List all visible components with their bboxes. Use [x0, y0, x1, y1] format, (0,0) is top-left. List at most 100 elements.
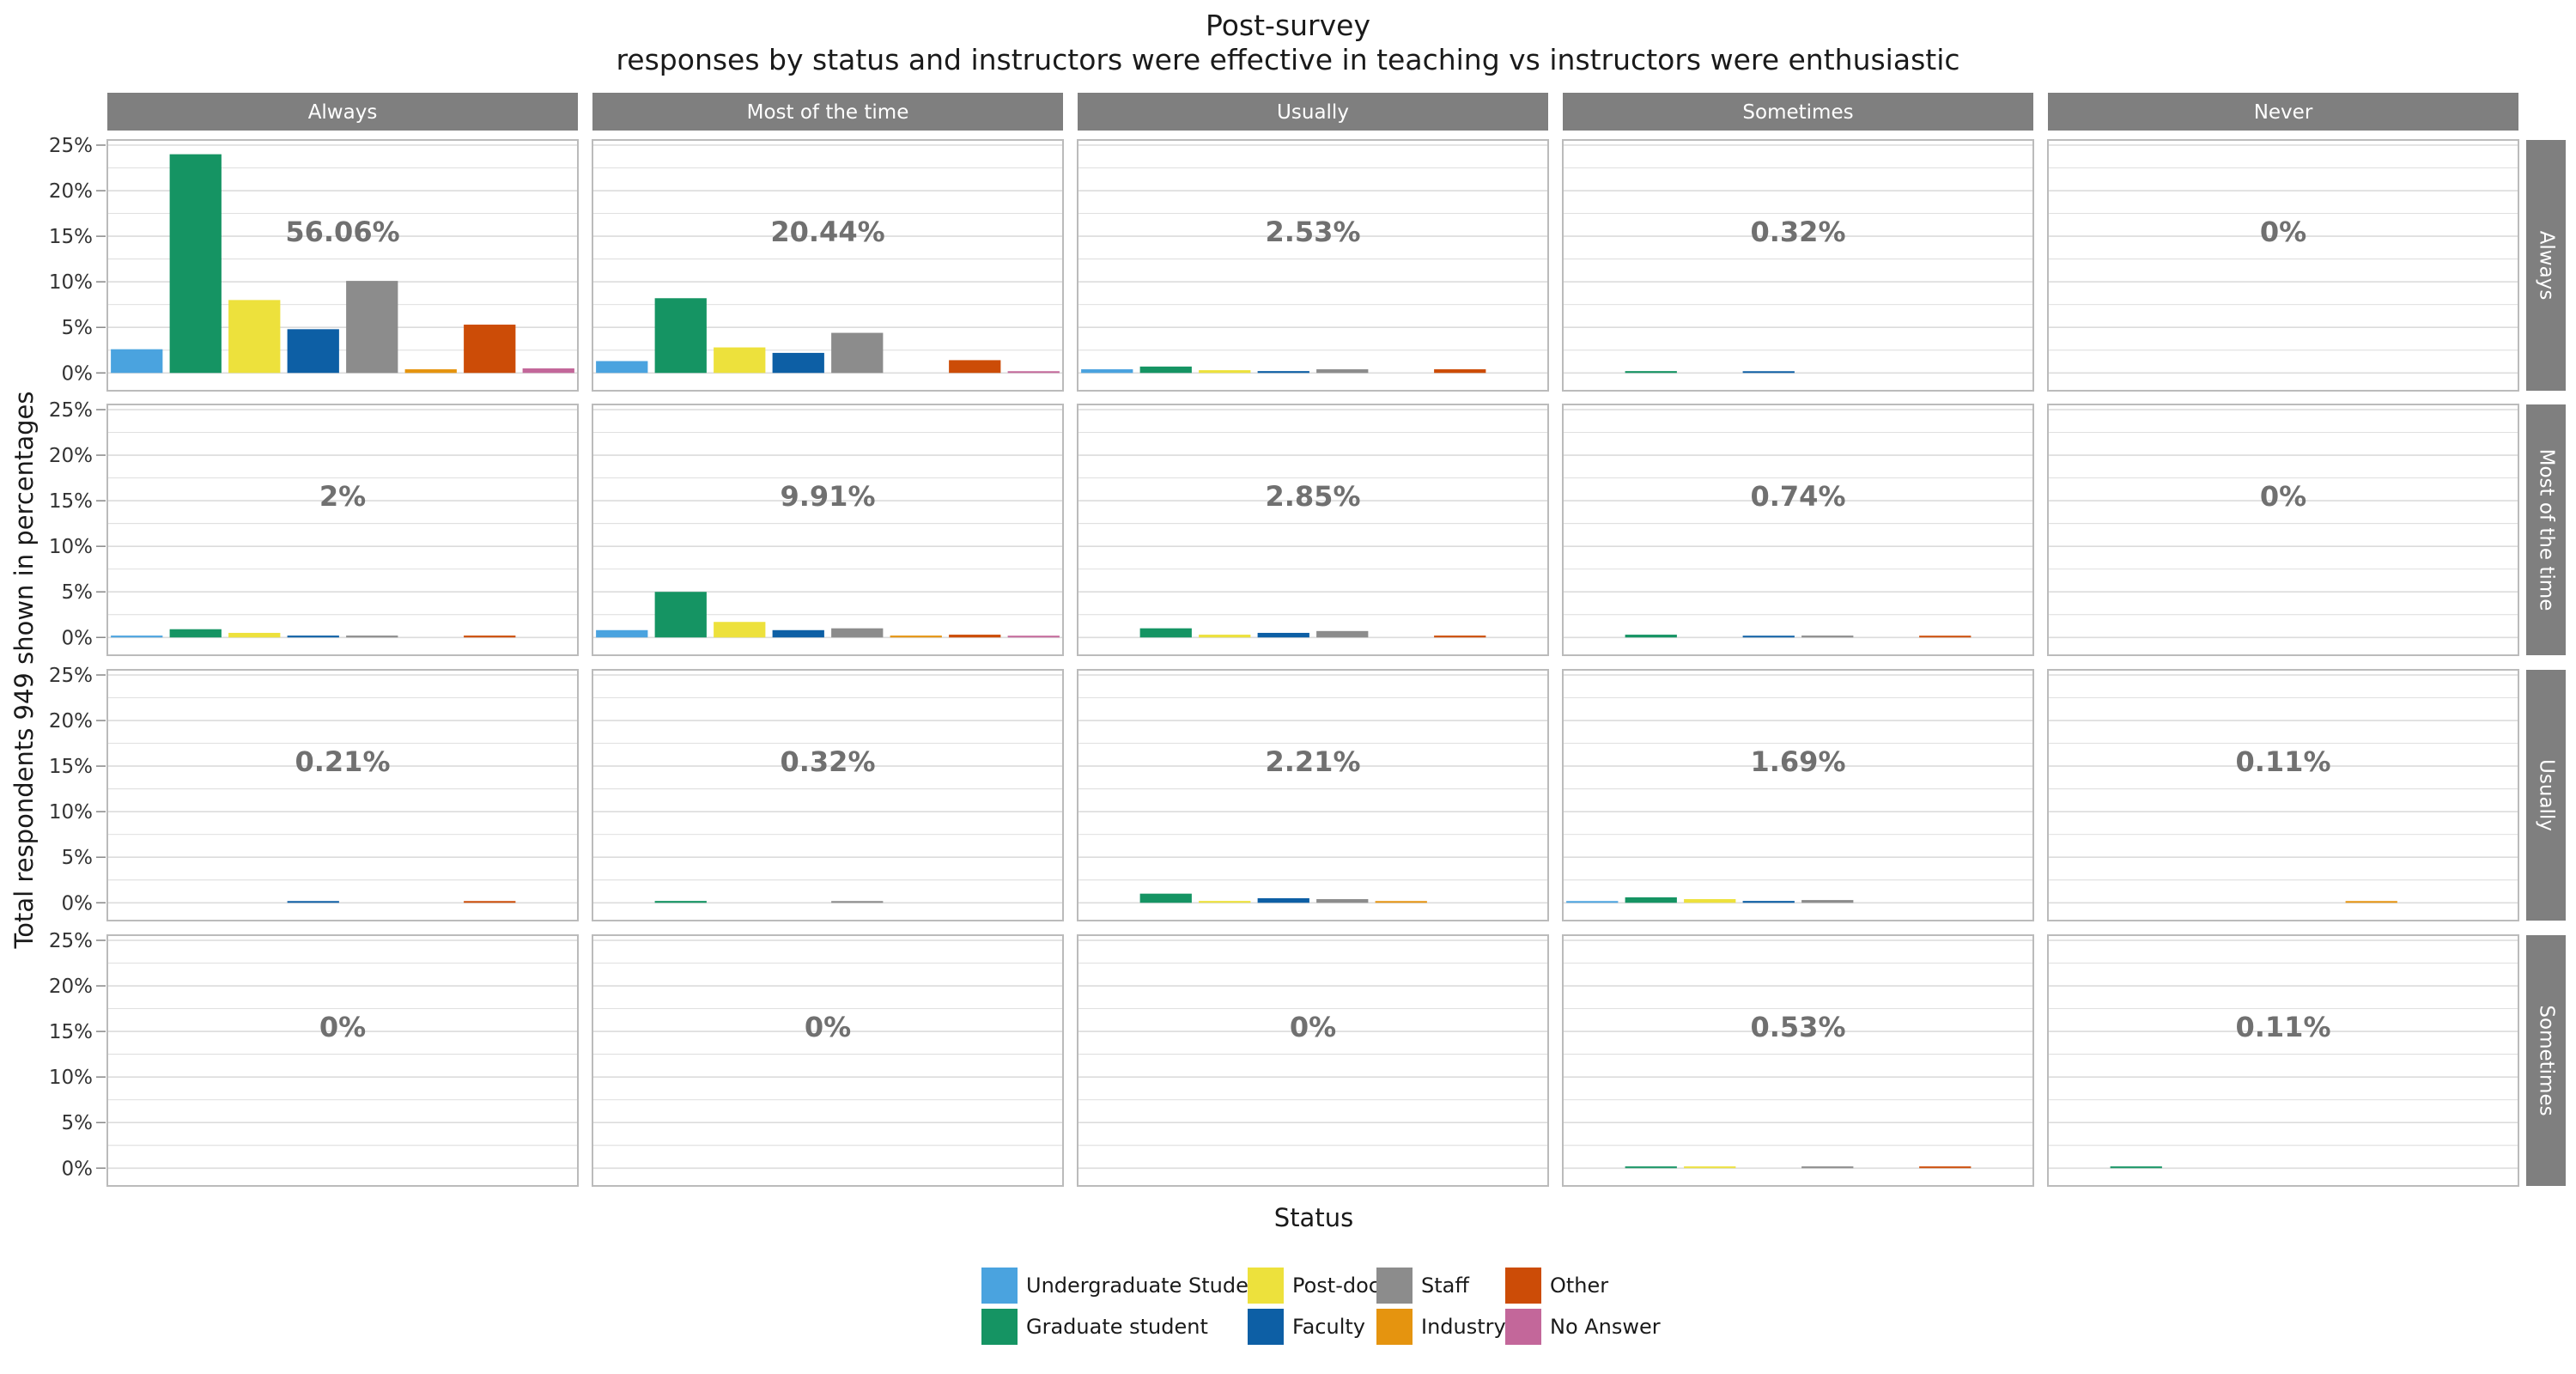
panel-total-label: 2.53% — [1265, 216, 1360, 248]
bar — [831, 901, 884, 903]
column-strip-label: Sometimes — [1742, 101, 1853, 124]
column-strip — [2048, 93, 2518, 131]
bar — [1316, 630, 1369, 638]
row-strip-label: Most of the time — [2536, 449, 2558, 611]
legend-label: Undergraduate Student — [1026, 1274, 1270, 1298]
legend-label: No Answer — [1550, 1315, 1661, 1339]
y-tick-label: 20% — [49, 180, 93, 203]
legend-item: Post-doc — [1248, 1268, 1380, 1304]
bar — [1684, 1166, 1736, 1169]
bar — [287, 635, 339, 638]
y-tick-label: 0% — [62, 1158, 94, 1180]
row-strip — [2526, 670, 2566, 921]
y-tick-label: 15% — [49, 756, 93, 778]
legend-item: Other — [1505, 1268, 1608, 1304]
legend-swatch — [1248, 1268, 1284, 1304]
legend-swatch — [1248, 1309, 1284, 1345]
panel-total-label: 0% — [1290, 1011, 1336, 1043]
bar — [1919, 635, 1971, 638]
panel-border — [1562, 934, 2034, 1187]
bar — [287, 901, 339, 903]
panel-border — [106, 139, 579, 392]
bar — [1139, 893, 1192, 903]
panel-total-label: 56.06% — [285, 216, 399, 248]
bar — [464, 325, 516, 374]
bar — [2110, 1166, 2162, 1169]
bar — [596, 361, 648, 374]
legend: Undergraduate Student Graduate student Pos… — [981, 1268, 1711, 1353]
panel-total-label: 0% — [319, 1011, 366, 1043]
legend-label: Post-doc — [1292, 1274, 1380, 1298]
bar — [346, 281, 398, 374]
legend-swatch — [981, 1268, 1018, 1304]
bar — [772, 629, 824, 638]
row-strip — [2526, 140, 2566, 391]
panel-border — [106, 404, 579, 656]
bar — [522, 368, 574, 374]
y-tick-label: 25% — [49, 399, 93, 422]
panel-total-label: 2% — [319, 480, 366, 513]
chart-title-block: Post-survey responses by status and inst… — [0, 9, 2576, 77]
bar — [714, 622, 766, 638]
bar — [714, 347, 766, 374]
bar — [1257, 897, 1309, 903]
panel-border — [2047, 139, 2519, 392]
legend-swatch — [1376, 1309, 1413, 1345]
y-axis-title: Total respondents 949 shown in percentag… — [9, 391, 39, 949]
panel-border — [1077, 139, 1549, 392]
y-tick-label: 25% — [49, 665, 93, 687]
bar — [1434, 635, 1486, 638]
row-strip — [2526, 935, 2566, 1186]
y-tick-label: 5% — [62, 317, 94, 339]
y-tick-label: 20% — [49, 976, 93, 998]
bar — [346, 635, 398, 638]
bar — [1742, 901, 1795, 903]
bar — [1316, 369, 1369, 374]
column-strip-label: Most of the time — [747, 101, 909, 124]
panel-border — [592, 139, 1064, 392]
panel-total-label: 0.11% — [2235, 745, 2330, 778]
bar — [1742, 635, 1795, 638]
column-strip — [592, 93, 1063, 131]
legend-item: Graduate student — [981, 1309, 1208, 1345]
bar — [404, 369, 457, 374]
panel-total-label: 0.53% — [1750, 1011, 1845, 1043]
panel-border — [592, 404, 1064, 656]
chart-title: Post-survey — [1206, 9, 1370, 42]
bar — [1801, 635, 1854, 638]
panel-total-label: 1.69% — [1750, 745, 1845, 778]
y-tick-label: 25% — [49, 135, 93, 157]
legend-label: Faculty — [1292, 1315, 1365, 1339]
bar — [1566, 901, 1619, 903]
bar — [654, 298, 707, 374]
y-tick-label: 5% — [62, 847, 94, 869]
bar — [1139, 366, 1192, 374]
panel-total-label: 0.32% — [1750, 216, 1845, 248]
bar — [890, 635, 942, 638]
y-tick-label: 0% — [62, 892, 94, 915]
bar — [1625, 371, 1677, 374]
panel-total-label: 0.32% — [780, 745, 875, 778]
y-tick-label: 5% — [62, 581, 94, 604]
bar — [831, 332, 884, 374]
bar — [1139, 628, 1192, 638]
bar — [1801, 900, 1854, 903]
y-tick-label: 5% — [62, 1112, 94, 1134]
panel-total-label: 20.44% — [770, 216, 884, 248]
y-tick-label: 10% — [49, 1067, 93, 1089]
bar — [1199, 901, 1251, 903]
bar — [111, 635, 163, 638]
chart-subtitle: responses by status and instructors were… — [616, 43, 1960, 76]
legend-item: No Answer — [1505, 1309, 1661, 1345]
bar — [464, 635, 516, 638]
y-tick-label: 20% — [49, 710, 93, 733]
panel-total-label: 0.74% — [1750, 480, 1845, 513]
x-axis-title: Status — [1274, 1203, 1353, 1232]
panel-total-label: 0.21% — [295, 745, 390, 778]
legend-swatch — [981, 1309, 1018, 1345]
bar — [1625, 1166, 1677, 1169]
legend-item: Faculty — [1248, 1309, 1365, 1345]
y-tick-label: 10% — [49, 801, 93, 824]
panel-border — [1562, 139, 2034, 392]
panel-total-label: 2.85% — [1265, 480, 1360, 513]
